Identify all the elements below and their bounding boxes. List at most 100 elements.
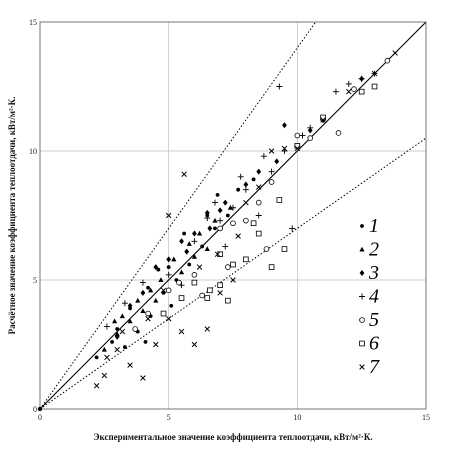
data-point xyxy=(204,215,211,222)
series-6 xyxy=(160,83,378,317)
legend-label: 5 xyxy=(369,309,379,331)
data-point xyxy=(199,292,205,299)
data-point xyxy=(207,287,213,294)
legend-marker xyxy=(359,364,365,370)
data-point xyxy=(139,279,146,286)
data-point xyxy=(191,341,198,348)
data-point xyxy=(235,233,241,239)
data-point xyxy=(211,199,218,206)
data-point xyxy=(263,246,270,252)
data-point xyxy=(101,346,107,352)
data-point xyxy=(230,204,236,211)
series-5 xyxy=(132,57,391,332)
data-point xyxy=(276,197,283,203)
legend-marker xyxy=(359,246,365,252)
data-point xyxy=(371,83,378,90)
data-point xyxy=(140,289,146,296)
legend-label: 7 xyxy=(369,356,380,378)
data-point xyxy=(260,153,267,160)
data-point xyxy=(166,256,172,263)
y-tick-label: 5 xyxy=(33,276,37,285)
data-point xyxy=(351,86,357,92)
data-points xyxy=(37,50,398,412)
data-point xyxy=(135,297,141,303)
data-point xyxy=(204,295,211,301)
data-point xyxy=(181,171,187,177)
data-point xyxy=(146,285,150,290)
data-point xyxy=(110,340,114,344)
data-point xyxy=(200,244,205,249)
data-point xyxy=(156,267,161,272)
data-point xyxy=(165,271,172,278)
data-point xyxy=(320,117,326,123)
data-point xyxy=(225,264,231,270)
data-point xyxy=(243,181,249,188)
data-point xyxy=(268,179,275,185)
data-point xyxy=(132,326,139,332)
data-point xyxy=(230,277,236,283)
legend-label: 2 xyxy=(369,239,379,261)
x-tick-label: 10 xyxy=(293,413,301,422)
data-point xyxy=(143,340,148,344)
data-point xyxy=(196,230,203,236)
data-point xyxy=(358,88,365,95)
data-point xyxy=(171,256,177,262)
data-point xyxy=(145,315,151,322)
data-point xyxy=(191,272,198,278)
data-point xyxy=(204,209,210,216)
data-point xyxy=(169,303,174,308)
data-point xyxy=(140,308,146,313)
data-point xyxy=(255,230,262,237)
data-point xyxy=(294,145,301,152)
data-point xyxy=(243,199,249,206)
data-point xyxy=(268,148,275,154)
data-point xyxy=(196,264,203,270)
data-point xyxy=(176,279,182,286)
data-point xyxy=(148,287,154,293)
reference-line xyxy=(39,21,427,410)
y-tick-label: 10 xyxy=(29,147,37,156)
data-point xyxy=(123,345,127,349)
data-point xyxy=(165,212,172,219)
plot-frame xyxy=(39,21,427,410)
data-point xyxy=(384,57,391,64)
data-point xyxy=(250,220,257,227)
data-point xyxy=(276,83,283,90)
origin-point xyxy=(37,406,43,412)
data-point xyxy=(187,262,192,267)
data-point xyxy=(153,297,159,303)
data-point xyxy=(256,168,262,175)
data-point xyxy=(214,251,221,257)
data-point xyxy=(104,354,110,361)
legend-marker xyxy=(359,270,365,276)
data-point xyxy=(225,297,231,304)
x-tick-label: 0 xyxy=(38,413,42,422)
reference-line xyxy=(39,137,427,410)
data-point xyxy=(281,246,288,252)
data-point xyxy=(346,88,352,95)
legend-label: 1 xyxy=(369,215,379,237)
data-point xyxy=(191,238,198,245)
data-point xyxy=(112,318,118,324)
data-point xyxy=(237,173,244,180)
data-point xyxy=(230,220,236,227)
data-point xyxy=(119,313,125,319)
data-point xyxy=(127,362,133,368)
legend-label: 3 xyxy=(368,262,379,284)
data-point xyxy=(93,383,100,389)
data-point xyxy=(299,132,306,139)
data-point xyxy=(165,315,172,322)
data-point xyxy=(217,282,223,288)
data-point xyxy=(101,372,108,379)
data-point xyxy=(103,323,110,330)
legend-marker xyxy=(359,293,365,300)
reference-lines xyxy=(39,21,427,410)
data-point xyxy=(307,135,314,141)
data-point xyxy=(217,251,223,258)
series-7 xyxy=(93,50,398,389)
data-point xyxy=(332,88,339,95)
data-point xyxy=(289,225,296,232)
data-point xyxy=(178,295,185,301)
